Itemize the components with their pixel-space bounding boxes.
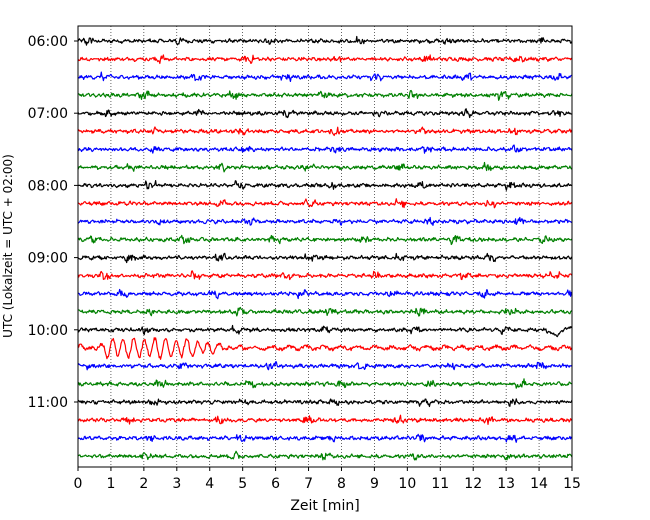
trace-line bbox=[77, 198, 573, 209]
y-axis-ticks: 06:00 07:00 08:00 09:00 10:00 11:00 bbox=[28, 34, 78, 411]
trace-line bbox=[77, 433, 573, 443]
trace-line bbox=[77, 216, 573, 226]
x-tick-label: 3 bbox=[172, 476, 181, 492]
trace-line bbox=[77, 126, 573, 137]
y-tick-label: 11:00 bbox=[28, 395, 68, 411]
trace-line bbox=[78, 306, 573, 317]
trace-line bbox=[77, 54, 573, 65]
x-tick-label: 12 bbox=[464, 476, 482, 492]
x-tick-label: 0 bbox=[74, 476, 83, 492]
x-tick-label: 10 bbox=[398, 476, 416, 492]
x-tick-label: 14 bbox=[530, 476, 548, 492]
seismic-traces bbox=[77, 35, 573, 461]
y-axis-label: UTC (Lokalzeit = UTC + 02:00) bbox=[1, 154, 15, 338]
trace-line bbox=[77, 398, 573, 408]
x-tick-label: 4 bbox=[205, 476, 214, 492]
plot-frame bbox=[77, 25, 573, 468]
x-tick-label: 13 bbox=[497, 476, 515, 492]
x-axis-ticks: 0 1 2 3 4 5 6 7 8 9 10 11 12 13 14 15 bbox=[74, 467, 581, 492]
trace-line bbox=[77, 288, 573, 300]
trace-line bbox=[77, 234, 573, 246]
x-tick-label: 11 bbox=[431, 476, 449, 492]
trace-line bbox=[77, 179, 573, 191]
x-tick-label: 5 bbox=[238, 476, 247, 492]
y-tick-label: 07:00 bbox=[28, 106, 68, 122]
x-tick-label: 8 bbox=[337, 476, 346, 492]
y-tick-label: 09:00 bbox=[28, 251, 68, 267]
trace-line bbox=[77, 414, 573, 425]
x-tick-label: 2 bbox=[139, 476, 148, 492]
trace-line bbox=[77, 89, 573, 101]
vertical-grid bbox=[110, 26, 540, 467]
trace-line bbox=[77, 252, 573, 264]
y-tick-label: 10:00 bbox=[28, 323, 68, 339]
trace-line bbox=[77, 108, 573, 119]
trace-line bbox=[77, 337, 573, 360]
y-tick-label: 08:00 bbox=[28, 178, 68, 194]
trace-line bbox=[77, 450, 573, 461]
x-tick-label: 1 bbox=[106, 476, 115, 492]
trace-line bbox=[77, 361, 573, 371]
trace-line bbox=[77, 324, 573, 338]
trace-line bbox=[77, 378, 573, 389]
x-tick-label: 15 bbox=[563, 476, 581, 492]
trace-line bbox=[77, 35, 573, 46]
y-tick-label: 06:00 bbox=[28, 34, 68, 50]
trace-line bbox=[77, 144, 573, 154]
x-tick-label: 9 bbox=[370, 476, 379, 492]
x-axis-label: Zeit [min] bbox=[290, 498, 359, 514]
x-tick-label: 7 bbox=[304, 476, 313, 492]
trace-line bbox=[77, 270, 573, 281]
trace-line bbox=[77, 161, 573, 173]
trace-line bbox=[77, 71, 573, 83]
x-tick-label: 6 bbox=[271, 476, 280, 492]
